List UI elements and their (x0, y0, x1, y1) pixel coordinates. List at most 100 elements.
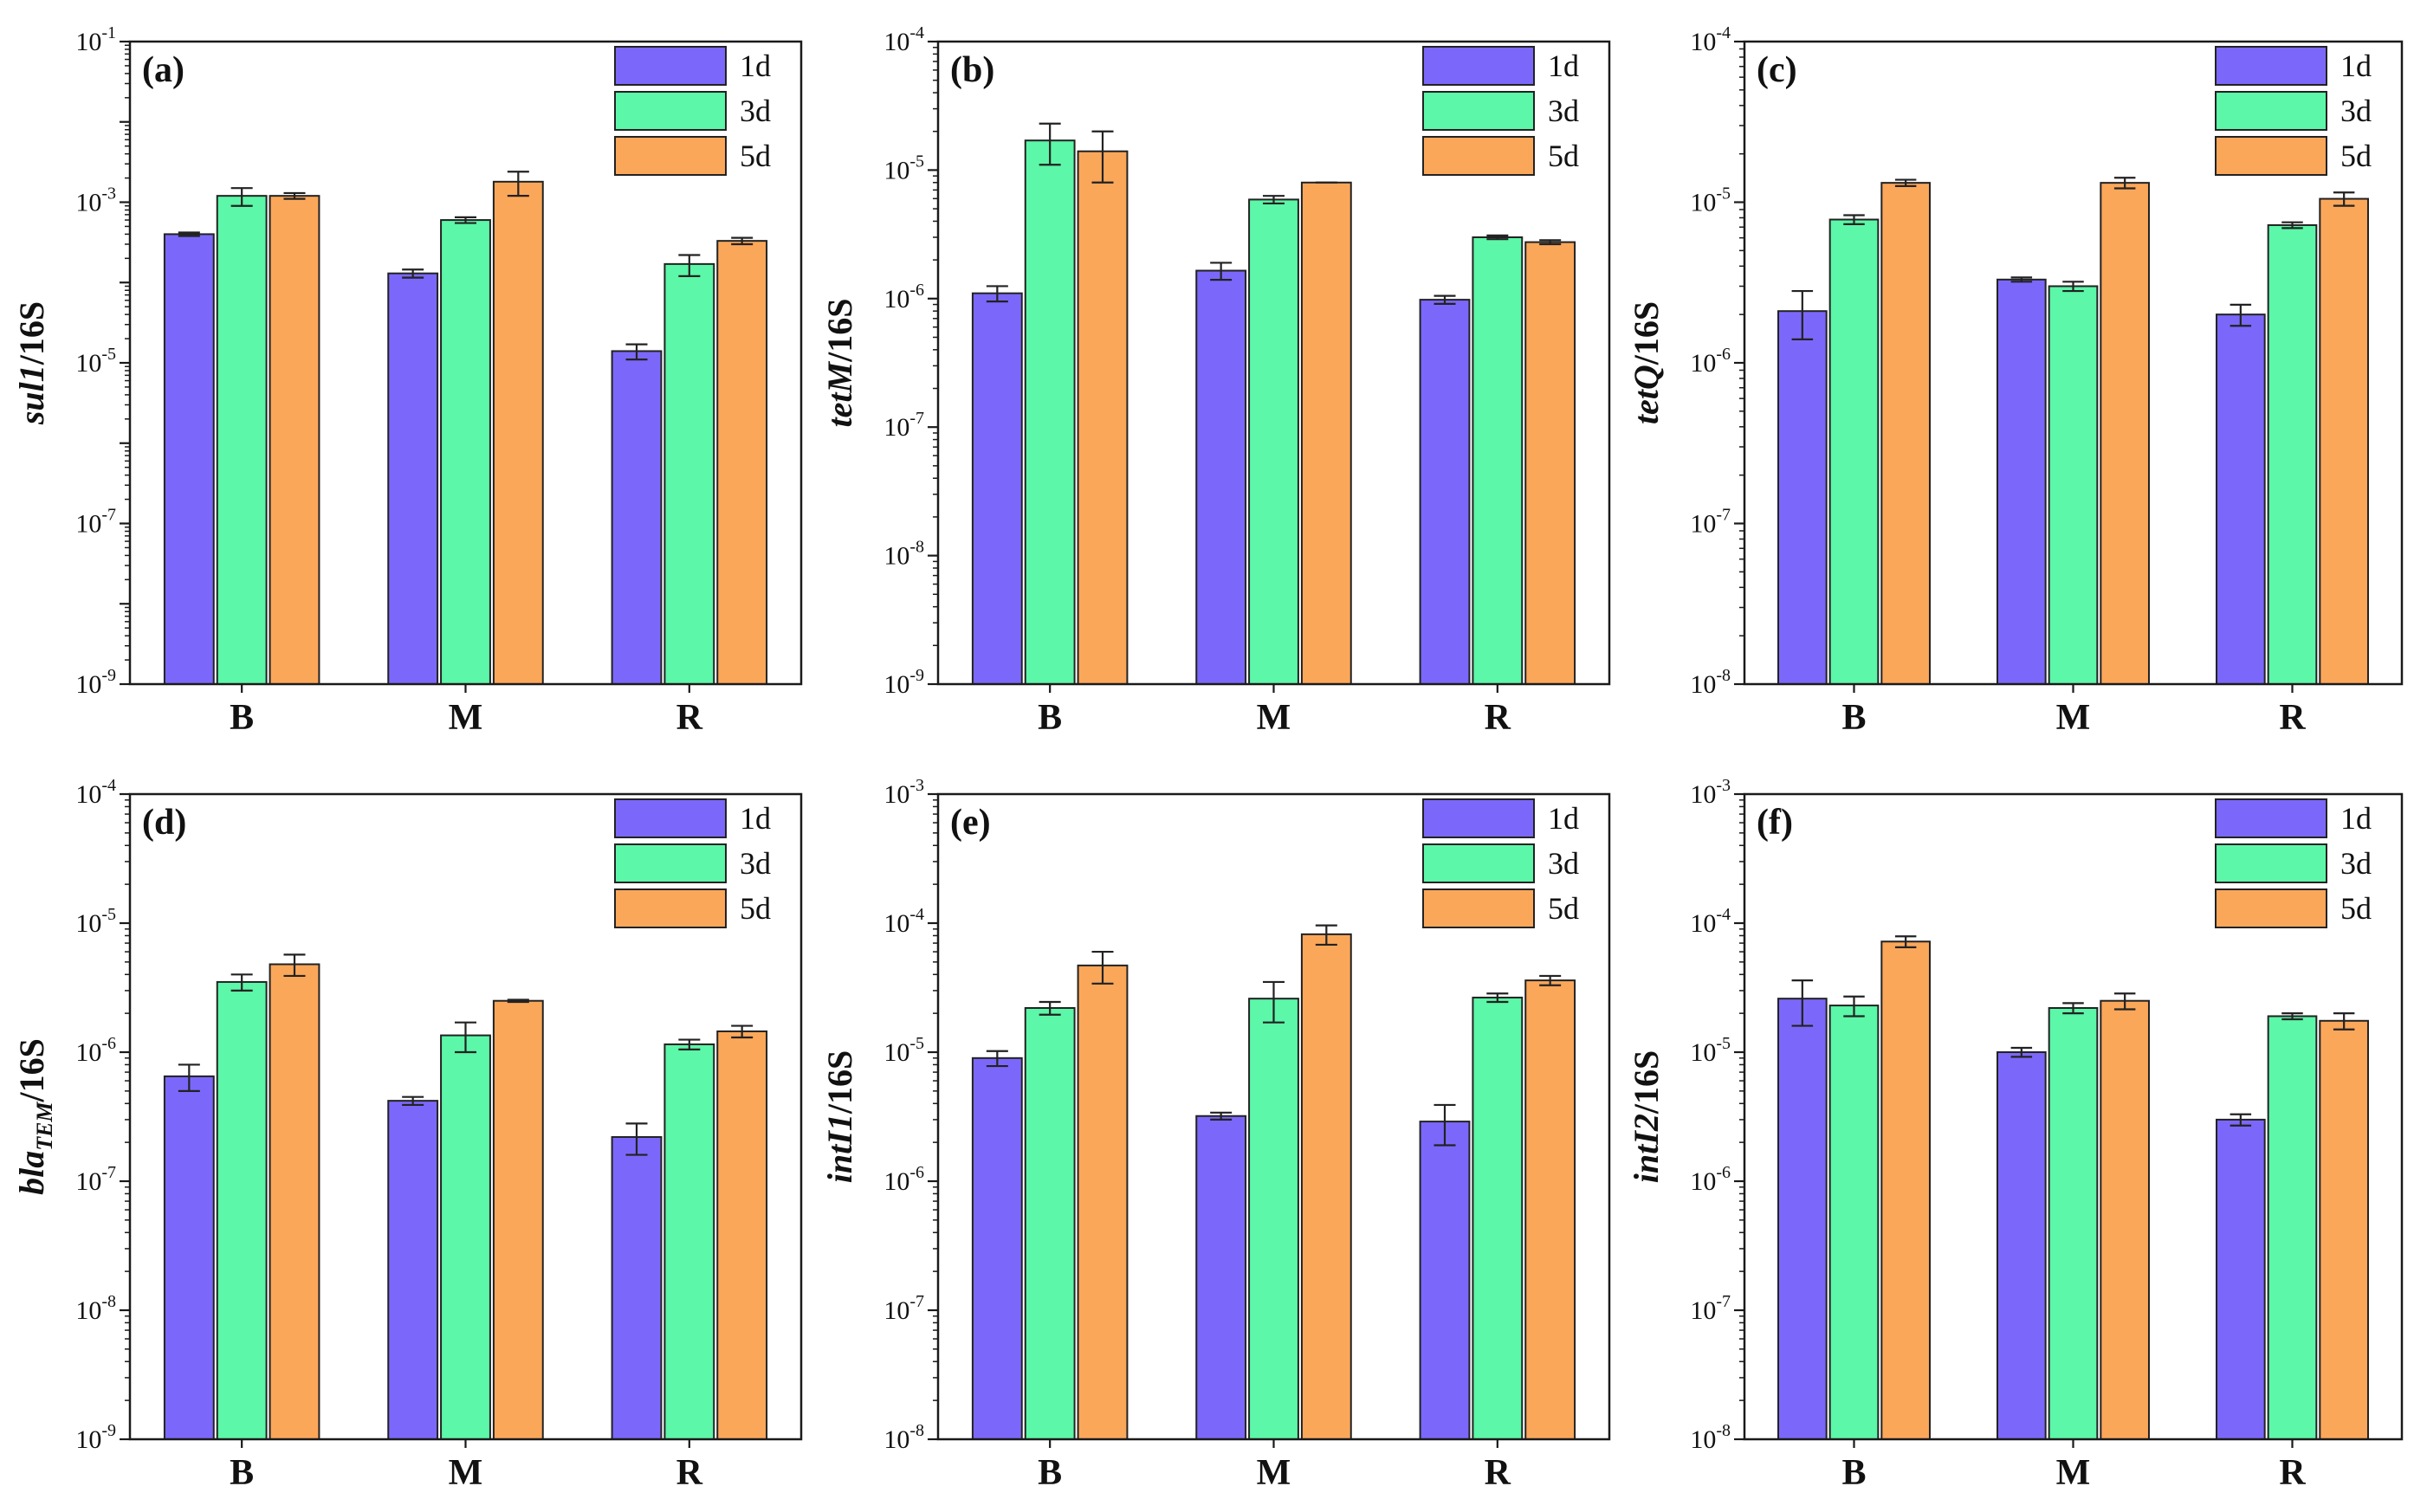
errorbar-B-5d (283, 953, 306, 978)
y-tick-label: 10-8 (75, 1292, 116, 1325)
errorbar-B-1d (986, 285, 1008, 303)
panel-a: B M R 10-9 10-7 10-5 10-3 10-1 sul1/16S (a) 1d 3d 5d (12, 23, 803, 738)
y-axis-label: tetQ/16S (1627, 301, 1666, 424)
y-tick-label: 10-1 (75, 23, 116, 56)
x-tick-label: R (2279, 698, 2306, 738)
errorbar-B-1d (178, 231, 200, 237)
errorbar-R-3d (2281, 221, 2303, 229)
legend-label: 3d (1548, 94, 1579, 128)
bar-R-5d (2319, 1019, 2369, 1441)
x-tick-label: B (230, 1453, 254, 1493)
x-tick-label: M (1257, 698, 1291, 738)
legend-swatch-5d (1422, 136, 1535, 176)
errorbar-M-1d (2010, 1046, 2033, 1058)
y-tick-label: 10-7 (75, 506, 116, 539)
panel-label: (b) (950, 50, 994, 90)
y-tick-label: 10-4 (1690, 23, 1731, 56)
bar-B-1d (163, 1075, 215, 1440)
bar-M-1d (1195, 269, 1247, 685)
errorbar-M-3d (2062, 1002, 2084, 1015)
legend-swatch-1d (614, 46, 727, 86)
legend-label: 1d (740, 48, 771, 83)
errorbar-M-1d (1210, 1111, 1233, 1121)
errorbar-B-1d (1791, 289, 1814, 340)
panel-label: (e) (950, 803, 991, 843)
legend-swatch-1d (614, 798, 727, 838)
y-tick-label: 10-8 (883, 538, 924, 571)
bar-B-5d (269, 195, 320, 685)
errorbar-B-1d (1791, 979, 1814, 1027)
errorbar-R-3d (1486, 992, 1509, 1004)
y-axis-label: intI1/16S (820, 1050, 859, 1183)
legend-label: 3d (2340, 94, 2372, 128)
legend-label: 5d (2340, 891, 2372, 926)
legend-swatch-1d (1422, 798, 1535, 838)
errorbar-R-5d (1539, 974, 1562, 986)
bar-M-3d (440, 1034, 491, 1441)
legend-label: 5d (740, 139, 771, 173)
y-tick-label: 10-7 (1690, 1292, 1731, 1325)
legend-label: 1d (2340, 48, 2372, 83)
bar-R-1d (2216, 313, 2266, 685)
errorbar-B-3d (1039, 1000, 1061, 1016)
bar-M-1d (1997, 278, 2047, 685)
bar-B-3d (216, 195, 268, 685)
bar-M-5d (492, 180, 544, 685)
bar-M-5d (1300, 933, 1352, 1441)
panel-label: (f) (1757, 803, 1793, 843)
y-tick-label: 10-6 (1690, 345, 1731, 378)
y-tick-label: 10-4 (883, 23, 924, 56)
errorbar-R-3d (2281, 1012, 2303, 1021)
bar-M-5d (1300, 181, 1352, 686)
legend-swatch-1d (2215, 798, 2327, 838)
x-tick-label: M (2056, 698, 2091, 738)
x-tick-label: B (1841, 1453, 1866, 1493)
y-tick-label: 10-6 (75, 1034, 116, 1067)
panel-label: (a) (142, 50, 184, 90)
y-axis-label: blaTEM/16S (12, 1038, 57, 1195)
errorbar-M-5d (507, 171, 529, 197)
bar-B-3d (1828, 1005, 1880, 1440)
errorbar-R-1d (625, 1122, 648, 1156)
bar-R-5d (716, 240, 768, 685)
errorbar-R-5d (731, 1024, 754, 1039)
bar-B-3d (1828, 218, 1880, 685)
errorbar-M-1d (1210, 262, 1233, 281)
legend-label: 5d (1548, 891, 1579, 926)
bar-B-5d (269, 963, 320, 1440)
bar-B-1d (1777, 310, 1828, 685)
bar-B-1d (971, 1056, 1023, 1440)
errorbar-R-1d (1434, 294, 1456, 305)
y-tick-label: 10-4 (883, 905, 924, 938)
legend-label: 1d (1548, 801, 1579, 836)
x-tick-label: B (1038, 1453, 1062, 1493)
errorbar-B-5d (283, 191, 306, 200)
x-tick-label: R (2279, 1453, 2306, 1493)
bar-M-1d (387, 272, 439, 685)
y-axis-label: sul1/16S (12, 301, 51, 425)
legend-label: 1d (2340, 801, 2372, 836)
errorbar-R-3d (678, 254, 701, 278)
errorbar-M-5d (507, 998, 529, 1004)
bar-B-1d (163, 233, 215, 685)
bar-B-1d (1777, 998, 1828, 1440)
legend-swatch-5d (1422, 888, 1535, 928)
x-tick-label: M (449, 1453, 483, 1493)
legend-label: 5d (2340, 139, 2372, 173)
bar-B-5d (1077, 150, 1129, 685)
panel-b: B M R 10-9 10-8 10-7 10-6 10-5 10-4 tetM/16S (b) 1d… (820, 23, 1611, 738)
bar-M-5d (492, 999, 544, 1440)
y-tick-label: 10-9 (75, 666, 116, 699)
bar-R-1d (2216, 1118, 2266, 1440)
x-tick-label: B (230, 698, 254, 738)
errorbar-B-3d (230, 973, 253, 992)
y-axis-label: intI2/16S (1627, 1050, 1666, 1183)
errorbar-B-3d (1039, 122, 1061, 166)
x-tick-label: M (2056, 1453, 2091, 1493)
bar-M-3d (440, 219, 491, 685)
errorbar-B-5d (1894, 178, 1917, 187)
errorbar-B-3d (1843, 214, 1865, 225)
bar-M-1d (1997, 1051, 2047, 1440)
y-tick-label: 10-3 (75, 184, 116, 217)
bar-B-1d (971, 292, 1023, 685)
